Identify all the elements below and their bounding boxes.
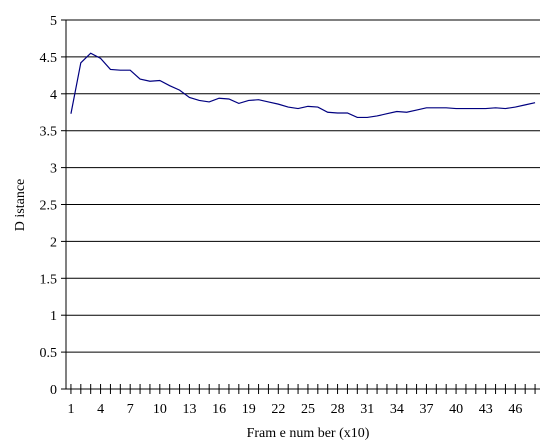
x-tick-label: 1 [67,402,74,417]
x-tick-label: 43 [479,402,493,417]
grid-lines [61,19,540,390]
x-tick-label: 19 [242,402,256,417]
x-tick-label: 28 [331,402,345,417]
x-tick-label: 25 [301,402,315,417]
x-tick-label: 13 [182,402,196,417]
y-tick-label: 3.5 [40,125,58,140]
x-axis-title: Fram e num ber (x10) [247,426,370,441]
x-tick-label: 22 [271,402,285,417]
y-tick-label: 2.5 [40,199,58,214]
x-tick-label: 7 [127,402,134,417]
x-tick-label: 46 [508,402,522,417]
y-tick-label: 0 [50,383,57,398]
series-group [70,52,536,119]
x-tick-label: 16 [212,402,226,417]
y-tick-label: 4.5 [40,51,58,66]
y-axis-title: D istance [13,179,28,231]
x-tick-label: 4 [97,402,104,417]
series-line [70,52,536,119]
axes [65,20,540,390]
x-tick-label: 37 [419,402,433,417]
x-axis-ticks [70,384,536,394]
y-tick-label: 0.5 [40,346,58,361]
y-axis-tick-labels: 0 0.5 1 1.5 2 2.5 3 3.5 4 4.5 5 [40,14,58,398]
x-tick-label: 31 [360,402,374,417]
y-tick-label: 4 [50,88,57,103]
x-tick-label: 40 [449,402,463,417]
y-tick-label: 1 [50,309,57,324]
x-tick-label: 34 [390,402,404,417]
x-tick-label: 10 [153,402,167,417]
y-tick-label: 2 [50,235,57,250]
y-tick-label: 1.5 [40,272,58,287]
x-axis-tick-labels: 1 4 7 10 13 16 19 22 25 28 31 34 37 40 43 46 [67,402,522,417]
y-tick-label: 5 [50,14,57,29]
y-tick-label: 3 [50,162,57,177]
